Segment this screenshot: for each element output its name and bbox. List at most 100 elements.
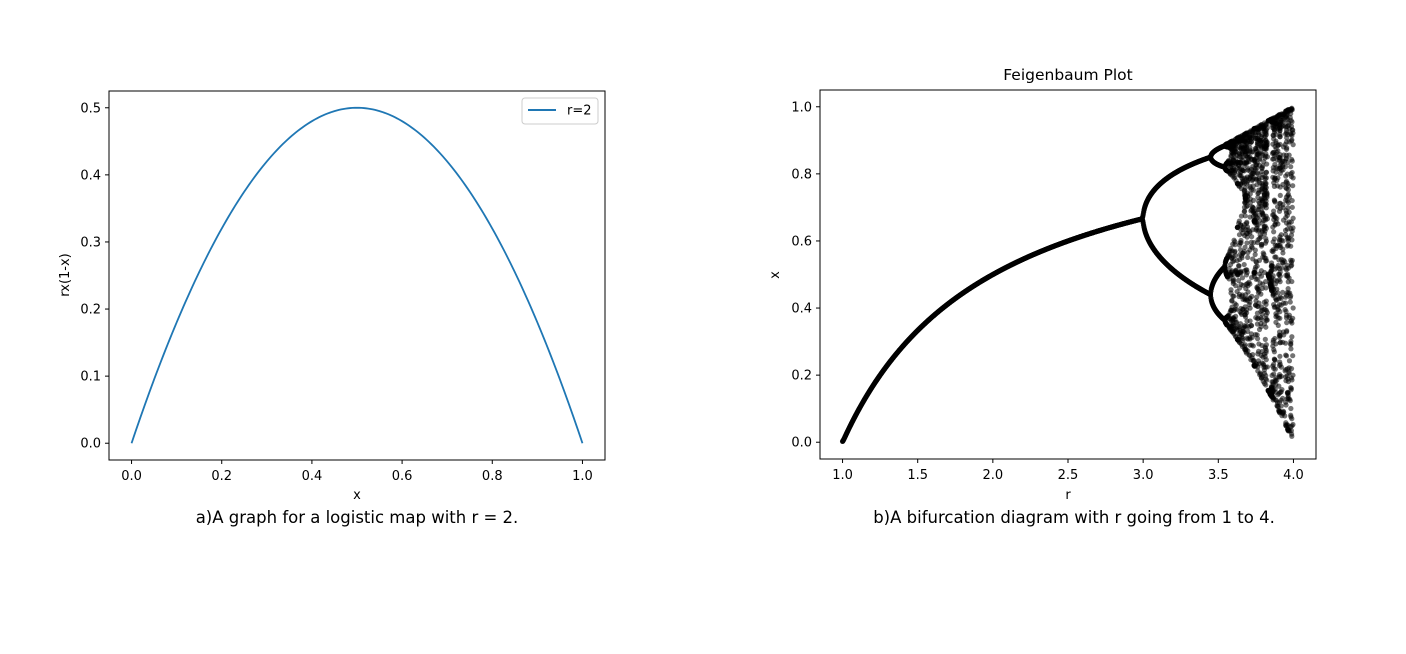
bifurcation-point <box>1277 192 1283 199</box>
bifurcation-point <box>1236 323 1242 330</box>
bifurcation-point <box>1285 279 1291 285</box>
bifurcation-point <box>1288 107 1294 113</box>
bifurcation-point <box>1279 386 1285 393</box>
bifurcation-point <box>1272 304 1278 310</box>
bifurcation-point <box>1288 263 1294 269</box>
y-tick-label: 0.2 <box>80 303 101 318</box>
bifurcation-point <box>1271 236 1277 242</box>
bifurcation-point <box>1254 222 1260 228</box>
bifurcation-point <box>1230 328 1236 334</box>
bifurcation-point <box>1278 403 1284 409</box>
bifurcation-point <box>1254 170 1261 176</box>
bifurcation-point <box>1283 378 1289 384</box>
bifurcation-point <box>1243 226 1249 233</box>
bifurcation-point <box>1235 337 1241 343</box>
x-tick-label: 0.4 <box>302 469 323 484</box>
bifurcation-point <box>1263 285 1269 291</box>
bifurcation-point <box>1288 259 1294 265</box>
bifurcation-point <box>1277 184 1283 190</box>
bifurcation-point <box>1224 272 1230 278</box>
bifurcation-point <box>1277 205 1283 211</box>
bifurcation-point <box>1272 151 1279 157</box>
x-tick-label: 1.0 <box>572 469 593 484</box>
bifurcation-point <box>1259 342 1265 349</box>
bifurcation-point <box>1259 164 1265 171</box>
bifurcation-point <box>1240 230 1246 236</box>
bifurcation-point <box>1290 372 1296 378</box>
bifurcation-point <box>1286 314 1292 321</box>
bifurcation-point <box>1248 331 1255 337</box>
bifurcation-point <box>1264 377 1270 383</box>
bifurcation-point <box>1247 191 1253 197</box>
bifurcation-point <box>1289 119 1295 125</box>
bifurcation-point <box>1226 265 1232 272</box>
bifurcation-point <box>1242 312 1248 318</box>
bifurcation-point <box>1260 354 1266 360</box>
bifurcation-point <box>1288 346 1294 352</box>
bifurcation-point <box>1227 249 1233 255</box>
bifurcation-point <box>1241 261 1247 268</box>
bifurcation-point <box>1268 263 1275 269</box>
bifurcation-point <box>1235 135 1241 141</box>
bifurcation-point <box>1239 255 1245 261</box>
bifurcation-point <box>1255 351 1261 357</box>
bifurcation-point <box>1247 214 1253 220</box>
bifurcation-point <box>1232 239 1238 245</box>
y-ticks-left: 0.0 0.1 0.2 0.3 0.4 0.5 <box>80 101 109 452</box>
bifurcation-point <box>1255 364 1261 370</box>
bifurcation-point <box>1263 169 1269 175</box>
bifurcation-point <box>1284 226 1291 232</box>
axes-frame-right <box>819 89 1317 460</box>
bifurcation-point <box>1263 238 1269 244</box>
bifurcation-point <box>1244 240 1250 246</box>
bifurcation-point <box>1241 204 1248 210</box>
bifurcation-point <box>1272 214 1279 221</box>
bifurcation-point <box>1236 293 1242 300</box>
bifurcation-point <box>1243 285 1249 292</box>
bifurcation-point <box>1269 248 1275 254</box>
bifurcation-point <box>1228 167 1235 173</box>
plot-area-left <box>109 91 605 460</box>
bifurcation-point <box>1247 145 1253 151</box>
bifurcation-point <box>1259 360 1265 366</box>
bifurcation-point <box>1273 165 1279 171</box>
bifurcation-point <box>1247 183 1253 189</box>
bifurcation-point <box>1272 335 1278 342</box>
bifurcation-point <box>1232 248 1238 254</box>
bifurcation-point <box>1277 234 1283 240</box>
bifurcation-point <box>1285 200 1291 206</box>
bifurcation-point <box>1289 127 1295 133</box>
bifurcation-point <box>1224 167 1230 174</box>
bifurcation-point <box>1237 240 1243 246</box>
bifurcation-point <box>1280 246 1286 252</box>
bifurcation-point <box>1248 357 1254 363</box>
y-axis-label-right: x <box>768 271 783 279</box>
bifurcation-point <box>1248 243 1255 249</box>
bifurcation-point <box>1246 279 1252 285</box>
bifurcation-point <box>1288 412 1294 418</box>
bifurcation-point <box>1252 145 1259 152</box>
bifurcation-point <box>1288 385 1294 392</box>
bifurcation-point <box>1273 311 1279 317</box>
bifurcation-point <box>1272 357 1278 363</box>
bifurcation-point <box>1251 273 1258 279</box>
bifurcation-point <box>1254 152 1260 158</box>
legend-label: r=2 <box>567 104 592 119</box>
bifurcation-point <box>1272 377 1278 383</box>
bifurcation-point <box>1240 328 1246 335</box>
bifurcation-point <box>1285 107 1291 113</box>
bifurcation-point <box>1263 312 1269 318</box>
bifurcation-point <box>1228 160 1234 166</box>
bifurcation-point <box>1235 277 1242 284</box>
bifurcation-point <box>1244 234 1250 240</box>
bifurcation-point <box>1258 375 1265 381</box>
bifurcation-point <box>1282 123 1288 129</box>
bifurcation-point <box>1289 197 1295 204</box>
bifurcation-point <box>1238 213 1245 219</box>
bifurcation-point <box>1232 174 1238 180</box>
bifurcation-point <box>1258 308 1264 314</box>
bifurcation-point <box>1285 274 1291 280</box>
bifurcation-point <box>1285 187 1291 193</box>
bifurcation-point <box>1260 182 1266 188</box>
bifurcation-point <box>1237 309 1243 315</box>
